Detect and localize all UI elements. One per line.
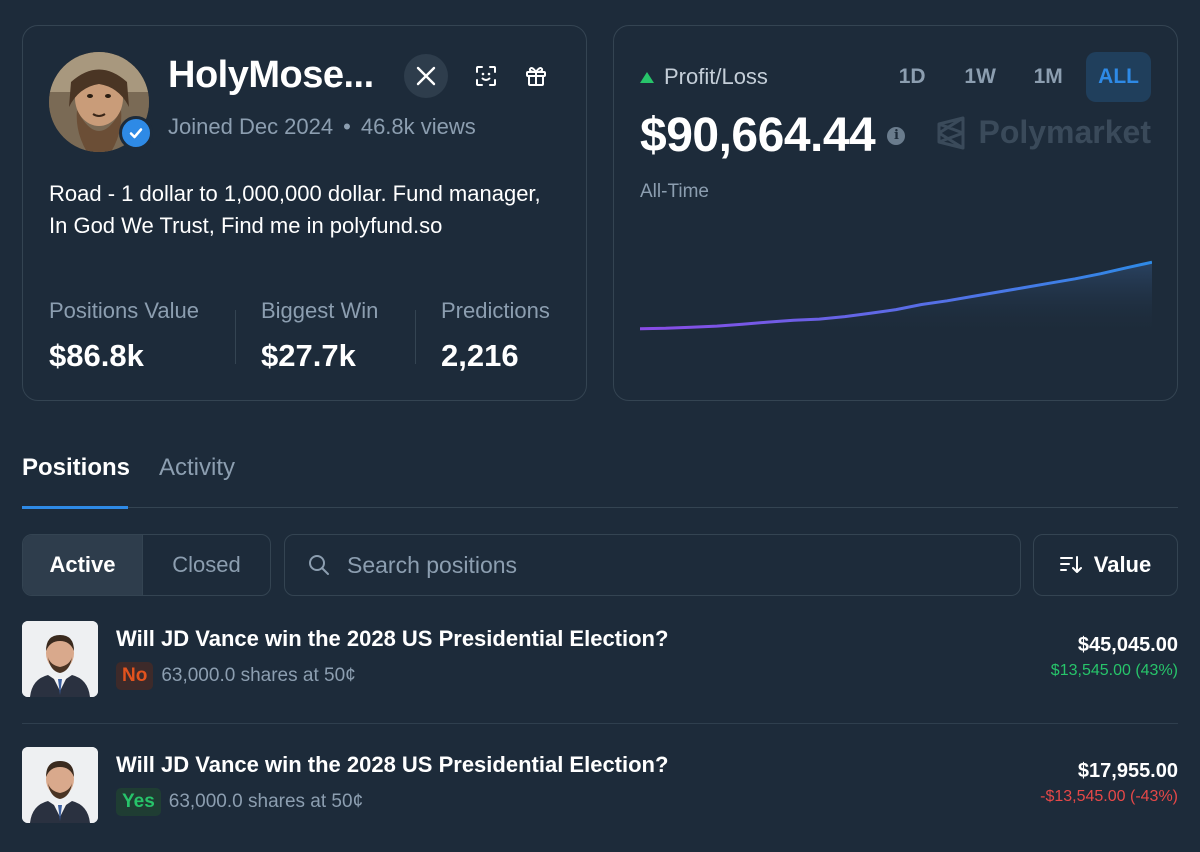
pnl-card: Profit/Loss 1D 1W 1M ALL $90,664.44 i Po… (613, 25, 1178, 401)
view-count: 46.8k views (360, 114, 476, 139)
polymarket-logo-icon (937, 116, 965, 149)
market-title[interactable]: Will JD Vance win the 2028 US Presidenti… (116, 752, 669, 777)
stat-label: Biggest Win (261, 298, 379, 323)
market-thumbnail (22, 621, 98, 697)
sort-icon (1059, 556, 1082, 573)
x-profile-button[interactable] (404, 54, 448, 98)
scan-button[interactable] (464, 54, 508, 98)
stat-value: 2,216 (441, 338, 519, 373)
pnl-line (640, 260, 1152, 331)
position-value: $45,045.00 (1077, 634, 1178, 656)
profile-card: HolyMose... Joined Dec 2024 • 46.8k views … (22, 25, 587, 401)
outcome-badge: Yes (116, 788, 161, 816)
stat-value: $86.8k (49, 338, 144, 373)
stat-biggest-win: Biggest Win $27.7k (261, 298, 378, 374)
tab-activity[interactable]: Activity (159, 454, 236, 481)
range-selector: 1D 1W 1M ALL (882, 52, 1151, 102)
candidate-photo-image (22, 621, 98, 697)
polymarket-brand: Polymarket (936, 114, 1151, 151)
pnl-value-row: $90,664.44 i (640, 108, 906, 163)
avatar-portrait-image (49, 52, 149, 152)
position-pnl: $13,545.00 (43%) (1050, 662, 1178, 679)
market-thumbnail (22, 747, 98, 823)
stat-positions-value: Positions Value $86.8k (49, 298, 199, 374)
gift-icon (526, 67, 546, 86)
active-tab-indicator (22, 505, 128, 509)
info-icon[interactable]: i (887, 126, 906, 145)
range-1d[interactable]: 1D (898, 65, 926, 88)
filter-active-button[interactable]: Active (23, 535, 143, 595)
range-1m[interactable]: 1M (1033, 65, 1063, 88)
meta-separator: • (343, 114, 351, 139)
profile-meta: Joined Dec 2024 • 46.8k views (168, 114, 476, 140)
search-box (284, 534, 1021, 596)
pnl-period: All-Time (640, 181, 709, 202)
x-logo-icon (416, 66, 436, 86)
status-toggle: Active Closed (22, 534, 271, 596)
stat-predictions: Predictions 2,216 (441, 298, 550, 374)
position-row[interactable]: Will JD Vance win the 2028 US Presidenti… (22, 598, 1178, 724)
brand-name: Polymarket (978, 114, 1151, 150)
search-icon (309, 555, 329, 575)
stat-label: Predictions (441, 298, 550, 323)
trend-up-icon (640, 71, 654, 83)
pnl-value: $90,664.44 (640, 109, 876, 162)
face-scan-icon (476, 66, 496, 86)
profile-bio: Road - 1 dollar to 1,000,000 dollar. Fun… (49, 181, 541, 238)
range-1w[interactable]: 1W (964, 65, 996, 88)
pnl-header: Profit/Loss (640, 64, 768, 90)
sort-label: Value (1093, 552, 1152, 577)
avatar[interactable] (49, 52, 149, 152)
joined-date: Joined Dec 2024 (168, 114, 334, 139)
tab-positions[interactable]: Positions (22, 454, 131, 481)
stat-value: $27.7k (261, 338, 356, 373)
position-pnl: -$13,545.00 (-43%) (1040, 788, 1178, 805)
username: HolyMose... (168, 54, 374, 96)
pnl-chart[interactable] (640, 226, 1152, 336)
position-details: Yes 63,000.0 shares at 50¢ (116, 788, 363, 816)
pnl-label: Profit/Loss (664, 64, 768, 89)
market-title[interactable]: Will JD Vance win the 2028 US Presidenti… (116, 626, 669, 651)
range-all[interactable]: ALL (1086, 52, 1151, 102)
stat-divider (235, 310, 236, 364)
search-input[interactable] (347, 551, 987, 579)
position-details: No 63,000.0 shares at 50¢ (116, 662, 356, 690)
shares-info: 63,000.0 shares at 50¢ (161, 665, 356, 686)
stat-divider (415, 310, 416, 364)
candidate-photo-image (22, 747, 98, 823)
gift-button[interactable] (514, 54, 558, 98)
tab-bar: Positions Activity (22, 448, 1178, 509)
sort-button[interactable]: Value (1033, 534, 1178, 596)
outcome-badge: No (116, 662, 154, 690)
filter-closed-button[interactable]: Closed (172, 552, 241, 577)
stat-label: Positions Value (49, 298, 200, 323)
verified-badge-icon (119, 116, 153, 150)
pnl-area (640, 262, 1152, 336)
position-row[interactable]: Will JD Vance win the 2028 US Presidenti… (22, 724, 1178, 850)
shares-info: 63,000.0 shares at 50¢ (168, 791, 364, 812)
position-value: $17,955.00 (1077, 760, 1178, 782)
